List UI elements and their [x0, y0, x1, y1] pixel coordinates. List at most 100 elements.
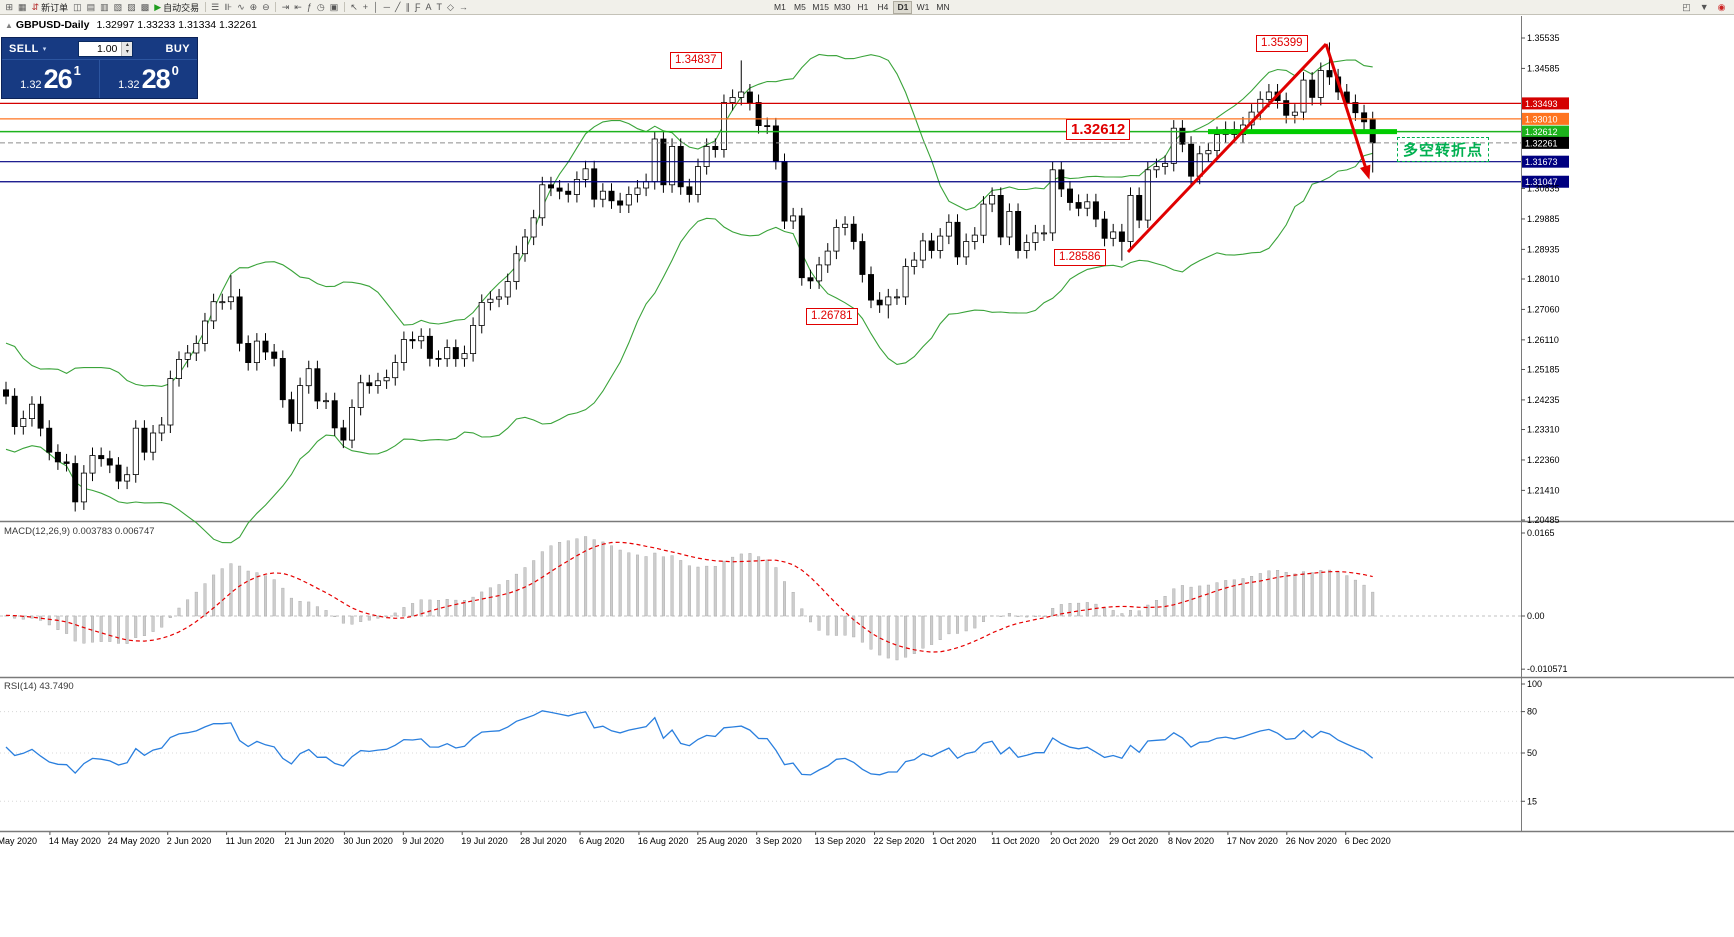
volume-value[interactable]: 1.00 [96, 42, 118, 55]
sell-group: SELL ▾ [2, 43, 46, 55]
auto-scroll-button[interactable]: ⇥ [279, 1, 292, 14]
chart-window-button[interactable]: ◫ [71, 1, 85, 14]
date-axis-label: 24 May 2020 [108, 836, 160, 846]
zoom-out-button[interactable]: ⊖ [260, 1, 273, 14]
new-order-button[interactable]: ⇵ 新订单 [29, 1, 71, 14]
candle [487, 298, 494, 303]
price-callout-128586[interactable]: 1.28586 [1054, 249, 1106, 266]
volume-up-icon[interactable]: ▴ [125, 41, 129, 48]
axis-tag-1.31047 [1522, 175, 1569, 188]
date-axis-label: 30 Jun 2020 [343, 836, 393, 846]
periods-button[interactable]: ◷ [314, 1, 327, 14]
candle [340, 427, 347, 441]
new-chart-button[interactable]: ⊞ [3, 1, 16, 14]
candle [963, 241, 970, 258]
candle [201, 320, 208, 344]
candle [954, 221, 961, 258]
vertical-line-button[interactable]: │ [371, 1, 382, 14]
channel-button[interactable]: ∥ [403, 1, 413, 14]
macd-signal-line [5, 541, 1373, 653]
profiles-icon: ▦ [18, 1, 27, 12]
timeframe-d1[interactable]: D1 [893, 0, 913, 14]
candle [850, 223, 857, 242]
text-button[interactable]: A [423, 1, 434, 14]
bollinger-upper-band [5, 53, 1373, 387]
candle [997, 194, 1004, 238]
price-callout-126781[interactable]: 1.26781 [806, 308, 858, 325]
candle [1170, 127, 1177, 164]
strategy-tester-button[interactable]: ▩ [138, 1, 152, 14]
templates-button[interactable]: ▣ [327, 1, 341, 14]
timeframe-h4[interactable]: H4 [877, 1, 889, 12]
timeframe-m1[interactable]: M1 [773, 1, 786, 12]
market-watch-button[interactable]: ▤ [84, 1, 98, 14]
sell-price-button[interactable]: 1.32 26 1 [2, 60, 99, 98]
arrows-button[interactable]: → [456, 1, 470, 14]
bar-chart-button[interactable]: ☰ [209, 1, 222, 14]
fibonacci-button[interactable]: Ƒ [412, 1, 423, 14]
price-callout-134837[interactable]: 1.34837 [670, 52, 722, 69]
candlestick-chart-button[interactable]: ⊪ [222, 1, 235, 14]
candle [790, 215, 797, 222]
turning-point-note[interactable]: 多空转折点 [1397, 137, 1490, 162]
timeframe-mn[interactable]: MN [936, 1, 950, 12]
crosshair-button[interactable]: + [360, 1, 370, 14]
price-callout-132612[interactable]: 1.32612 [1066, 119, 1131, 140]
chart-title: ▲ GBPUSD-Daily 1.32997 1.33233 1.31334 1.3… [5, 19, 257, 31]
candle [712, 145, 719, 150]
navigator-button[interactable]: ▧ [111, 1, 125, 14]
candle [210, 301, 217, 322]
buy-button[interactable]: BUY [165, 42, 190, 55]
arrange-windows-button[interactable]: ◰ [1680, 1, 1694, 14]
buy-price-button[interactable]: 1.32 28 0 [99, 60, 197, 98]
candle [980, 203, 987, 236]
line-chart-button[interactable]: ∿ [235, 1, 248, 14]
candle [989, 194, 996, 205]
volume-down-icon[interactable]: ▾ [125, 48, 129, 55]
terminal-button[interactable]: ▨ [125, 1, 139, 14]
trend-down-line[interactable] [1324, 43, 1369, 173]
candle [461, 353, 468, 360]
data-window-button[interactable]: ▥ [98, 1, 112, 14]
candle [470, 324, 477, 354]
candle [20, 418, 27, 428]
timeframe-m30[interactable]: M30 [833, 1, 851, 12]
chart-list-button[interactable]: ▼ [1697, 1, 1711, 14]
rsi-axis-label: 100 [1527, 679, 1542, 689]
candle [54, 451, 61, 463]
horizontal-line-button[interactable]: ─ [381, 1, 392, 14]
timeframe-w1[interactable]: W1 [916, 1, 930, 12]
timeframe-m5[interactable]: M5 [793, 1, 806, 12]
candle [721, 102, 728, 150]
timeframe-m15[interactable]: M15 [812, 1, 829, 12]
candle [271, 351, 278, 359]
profiles-button[interactable]: ▦ [16, 1, 30, 14]
rsi-axis-label: 15 [1527, 796, 1537, 806]
rsi-axis-label: 50 [1527, 748, 1537, 758]
trend-up-line[interactable] [1126, 42, 1328, 254]
candle [150, 432, 157, 453]
timeframe-h1[interactable]: H1 [857, 1, 869, 12]
autotrading-button[interactable]: ▶ 自动交易 [152, 1, 202, 14]
sell-dropdown-icon[interactable]: ▾ [42, 45, 47, 53]
candle [1015, 210, 1022, 251]
date-axis-label: 11 Oct 2020 [991, 836, 1039, 846]
volume-field[interactable]: 1.00 ▴ ▾ [78, 40, 134, 57]
chart-shift-button[interactable]: ⇤ [292, 1, 305, 14]
autotrading-icon: ▶ [154, 1, 162, 12]
candle [392, 362, 399, 379]
alert-button[interactable]: ◉ [1715, 1, 1728, 14]
price-axis-label: 1.22360 [1527, 455, 1560, 465]
indicators-button[interactable]: ƒ [304, 1, 314, 14]
candle [1058, 169, 1065, 190]
sell-button[interactable]: SELL [9, 42, 39, 55]
toolbar-separator [275, 2, 277, 12]
trendline-button[interactable]: ╱ [393, 1, 403, 14]
zoom-in-button[interactable]: ⊕ [247, 1, 260, 14]
price-callout-135399[interactable]: 1.35399 [1256, 35, 1308, 52]
shapes-button[interactable]: ◇ [444, 1, 456, 14]
label-button[interactable]: T [434, 1, 445, 14]
sell-price-big: 26 [43, 64, 73, 94]
cursor-button[interactable]: ↖ [348, 1, 361, 14]
